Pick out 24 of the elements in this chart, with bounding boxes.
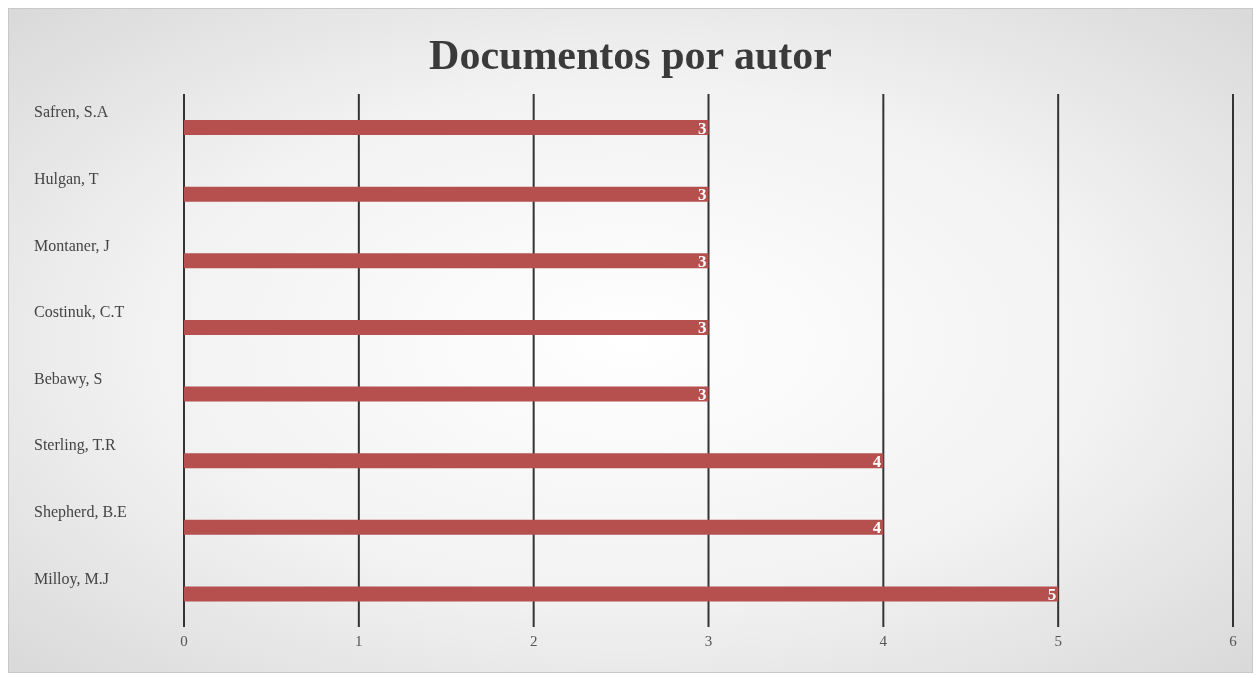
x-tick-label: 0 [180,632,188,649]
data-label: 3 [698,385,707,405]
y-tick-label: Costinuk, C.T [34,303,125,321]
y-tick-label: Milloy, M.J [34,569,109,588]
x-tick-label: 1 [355,632,363,649]
data-label: 4 [872,451,882,471]
x-tick-label: 2 [529,632,538,649]
y-tick-label: Hulgan, T [34,169,99,188]
x-tick-label: 6 [1229,632,1238,649]
y-tick-label: Bebawy, S [34,369,103,388]
chart-title: Documentos por autor [428,31,833,80]
data-label: 3 [698,118,707,138]
x-tick-label: 3 [704,632,713,649]
x-tick-label: 5 [1054,632,1062,649]
data-label: 3 [698,251,707,271]
y-tick-label: Montaner, J [34,236,110,254]
y-tick-label: Safren, S.A [34,103,109,121]
y-tick-label: Shepherd, B.E [34,503,127,522]
data-label: 5 [1047,584,1057,604]
data-label: 3 [698,185,707,205]
y-tick-label: Sterling, T.R [34,436,116,455]
x-tick-label: 4 [879,632,888,649]
data-label: 4 [872,518,882,538]
data-label: 3 [698,318,707,338]
